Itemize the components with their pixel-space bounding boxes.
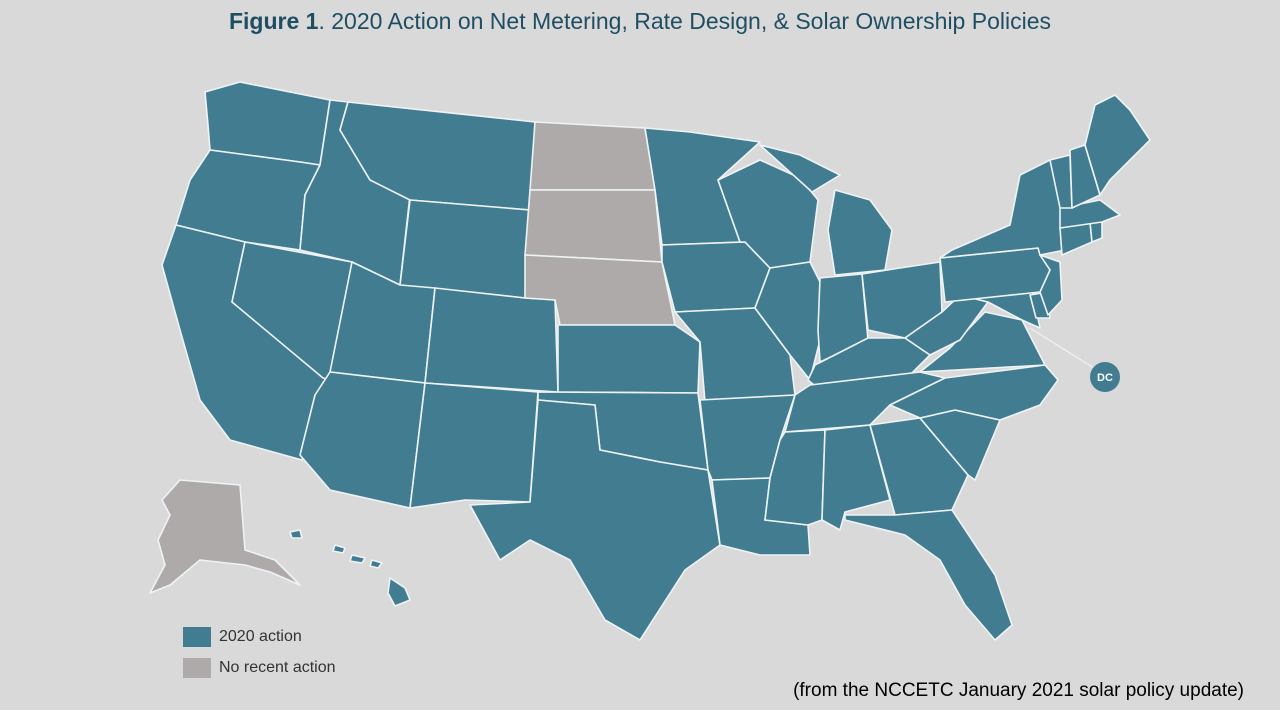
figure-title-text: . 2020 Action on Net Metering, Rate Desi… — [318, 8, 1051, 34]
state-ri — [1089, 221, 1103, 243]
state-ny — [939, 159, 1066, 259]
state-fl — [844, 509, 1013, 641]
state-nc — [889, 364, 1059, 421]
legend-swatch — [183, 658, 211, 678]
source-note: (from the NCCETC January 2021 solar poli… — [793, 680, 1244, 701]
legend-item-no-recent-action: No recent action — [183, 657, 336, 679]
state-sd — [524, 189, 663, 263]
state-il — [754, 261, 821, 381]
state-hi — [289, 529, 411, 607]
state-ga — [869, 417, 969, 516]
state-nj — [1039, 254, 1063, 316]
state-va — [919, 311, 1046, 373]
legend-label: No recent action — [219, 659, 336, 676]
state-me — [1084, 94, 1151, 196]
state-ak — [149, 479, 301, 594]
state-nm — [409, 382, 539, 509]
dc-leader-line — [1029, 327, 1106, 376]
state-tx — [469, 399, 721, 641]
legend-label: 2020 action — [219, 628, 302, 645]
figure-title: Figure 1. 2020 Action on Net Metering, R… — [0, 8, 1280, 35]
figure-number: Figure 1 — [228, 8, 319, 34]
state-az — [299, 371, 426, 509]
state-co — [424, 287, 559, 393]
state-wy — [399, 199, 531, 299]
state-ia — [661, 241, 771, 313]
state-ks — [557, 324, 701, 394]
dc-marker — [1090, 362, 1120, 392]
legend-swatch — [183, 627, 211, 647]
legend: 2020 action No recent action — [183, 626, 336, 688]
dc-label: DC — [1097, 372, 1113, 384]
legend-item-2020-action: 2020 action — [183, 626, 336, 648]
state-nd — [529, 121, 656, 191]
